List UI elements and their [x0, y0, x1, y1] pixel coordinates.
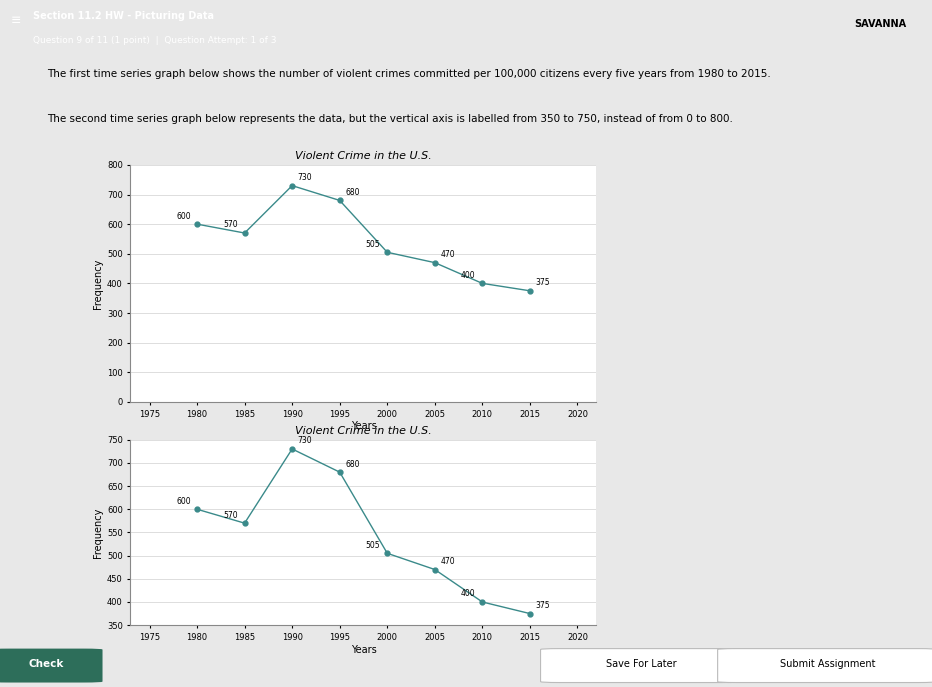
Text: 600: 600 [176, 497, 191, 506]
Text: 375: 375 [536, 278, 550, 287]
FancyBboxPatch shape [0, 649, 103, 683]
Text: 400: 400 [460, 589, 474, 598]
Text: 600: 600 [176, 212, 191, 221]
X-axis label: Years: Years [350, 421, 377, 431]
Text: The first time series graph below shows the number of violent crimes committed p: The first time series graph below shows … [47, 69, 771, 79]
X-axis label: Years: Years [350, 644, 377, 655]
FancyBboxPatch shape [541, 649, 741, 683]
Text: 730: 730 [297, 436, 312, 445]
Y-axis label: Frequency: Frequency [93, 507, 103, 558]
Text: 680: 680 [345, 460, 360, 469]
FancyBboxPatch shape [718, 649, 932, 683]
Text: Check: Check [29, 659, 64, 668]
Text: ≡: ≡ [11, 14, 21, 27]
Text: Submit Assignment: Submit Assignment [780, 659, 875, 668]
Text: 570: 570 [224, 221, 239, 229]
Title: Violent Crime in the U.S.: Violent Crime in the U.S. [295, 426, 432, 436]
Title: Violent Crime in the U.S.: Violent Crime in the U.S. [295, 151, 432, 161]
Text: 470: 470 [440, 250, 455, 259]
Text: 680: 680 [345, 188, 360, 197]
Text: 470: 470 [440, 557, 455, 566]
FancyBboxPatch shape [825, 3, 932, 45]
Text: Save For Later: Save For Later [606, 659, 677, 668]
Text: 505: 505 [365, 240, 379, 249]
Text: SAVANNA: SAVANNA [855, 19, 907, 29]
Text: 375: 375 [536, 601, 550, 610]
Y-axis label: Frequency: Frequency [93, 258, 103, 308]
Text: 570: 570 [224, 510, 239, 519]
Text: The second time series graph below represents the data, but the vertical axis is: The second time series graph below repre… [47, 114, 733, 124]
Text: 400: 400 [460, 271, 474, 280]
Text: Section 11.2 HW - Picturing Data: Section 11.2 HW - Picturing Data [33, 11, 213, 21]
Text: Question 9 of 11 (1 point)  |  Question Attempt: 1 of 3: Question 9 of 11 (1 point) | Question At… [33, 36, 276, 45]
Text: 730: 730 [297, 173, 312, 182]
Text: 505: 505 [365, 541, 379, 550]
